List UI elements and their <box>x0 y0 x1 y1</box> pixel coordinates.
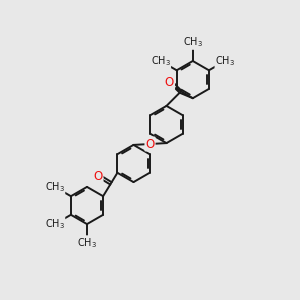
Text: CH$_3$: CH$_3$ <box>45 180 65 194</box>
Text: CH$_3$: CH$_3$ <box>45 217 65 231</box>
Text: CH$_3$: CH$_3$ <box>77 236 97 250</box>
Text: O: O <box>165 76 174 89</box>
Text: CH$_3$: CH$_3$ <box>215 54 235 68</box>
Text: CH$_3$: CH$_3$ <box>183 35 203 49</box>
Text: CH$_3$: CH$_3$ <box>151 54 171 68</box>
Text: O: O <box>93 170 103 184</box>
Text: O: O <box>146 137 154 151</box>
